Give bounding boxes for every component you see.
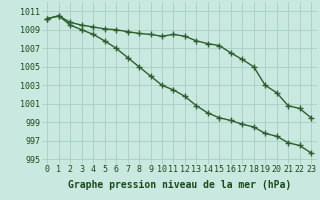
X-axis label: Graphe pression niveau de la mer (hPa): Graphe pression niveau de la mer (hPa) — [68, 180, 291, 190]
